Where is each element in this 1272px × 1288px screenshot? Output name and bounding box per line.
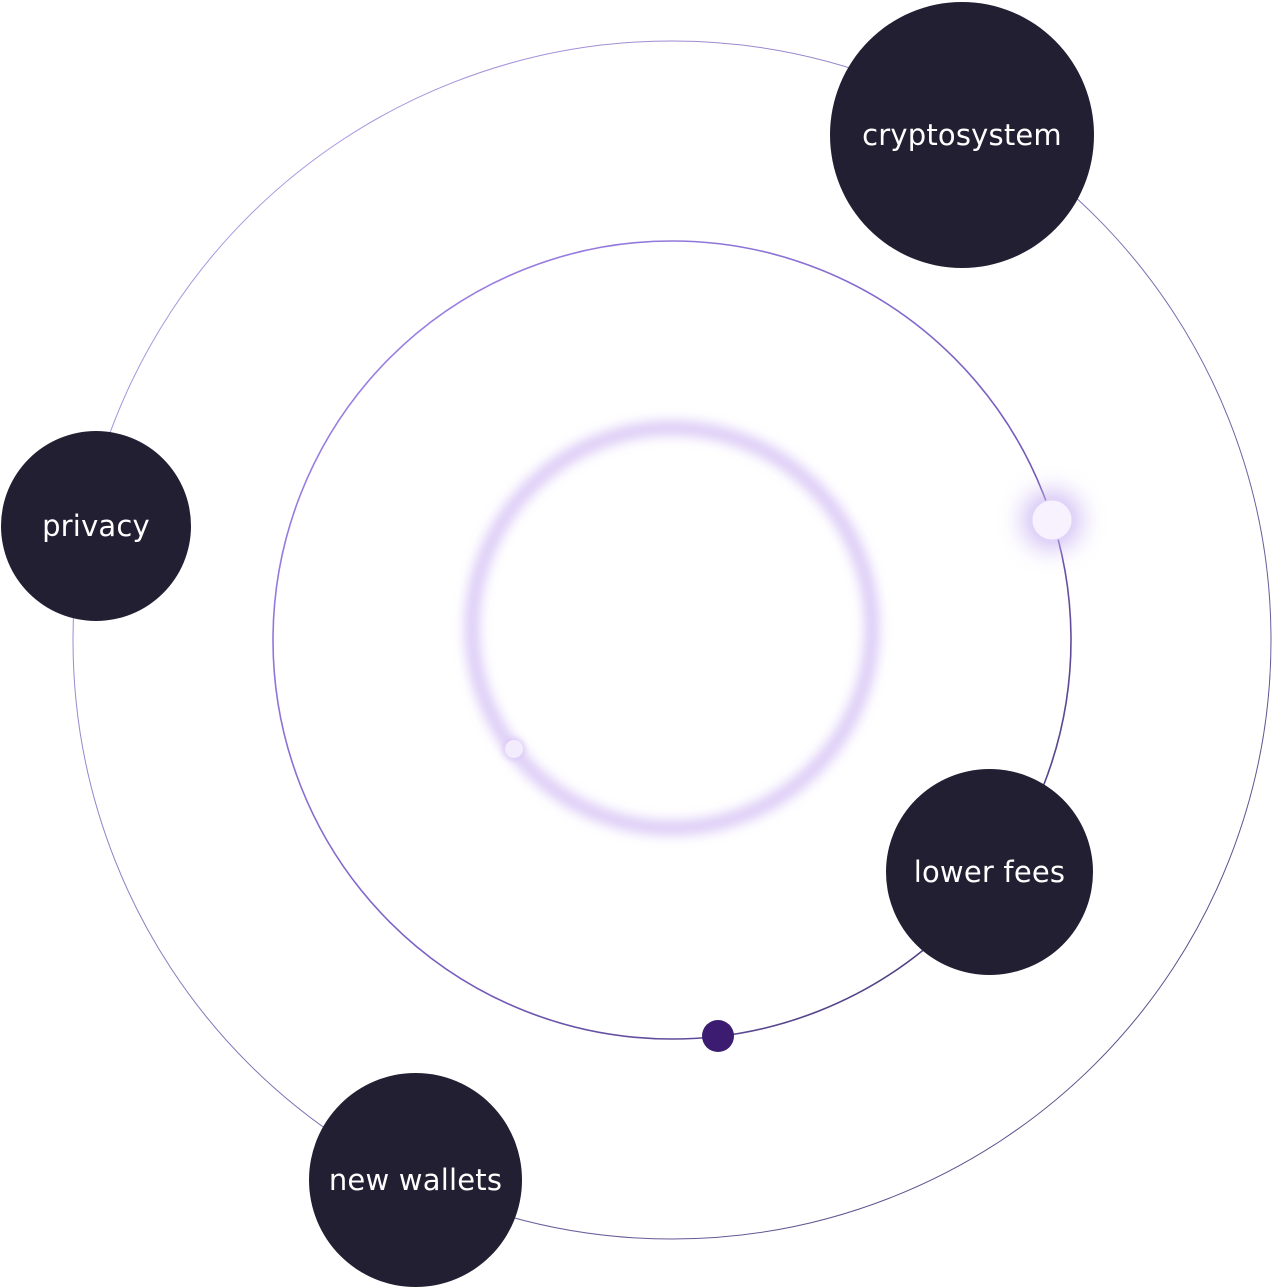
node-label: lower fees [913, 855, 1066, 889]
orbit-dot-light [1031, 499, 1073, 541]
inner-dot [505, 740, 523, 758]
inner-glow-ring [465, 421, 879, 835]
middle-orbit [272, 240, 1072, 1040]
orbit-dot-dark [702, 1020, 734, 1052]
node-privacy[interactable]: privacy [1, 431, 191, 621]
node-label: cryptosystem [862, 118, 1062, 152]
node-cryptosystem[interactable]: cryptosystem [830, 2, 1094, 268]
node-new-wallets[interactable]: new wallets [309, 1073, 522, 1287]
node-lower-fees[interactable]: lower fees [886, 769, 1093, 975]
outer-orbit [72, 40, 1272, 1240]
node-label: privacy [42, 509, 150, 543]
node-label: new wallets [328, 1163, 503, 1197]
